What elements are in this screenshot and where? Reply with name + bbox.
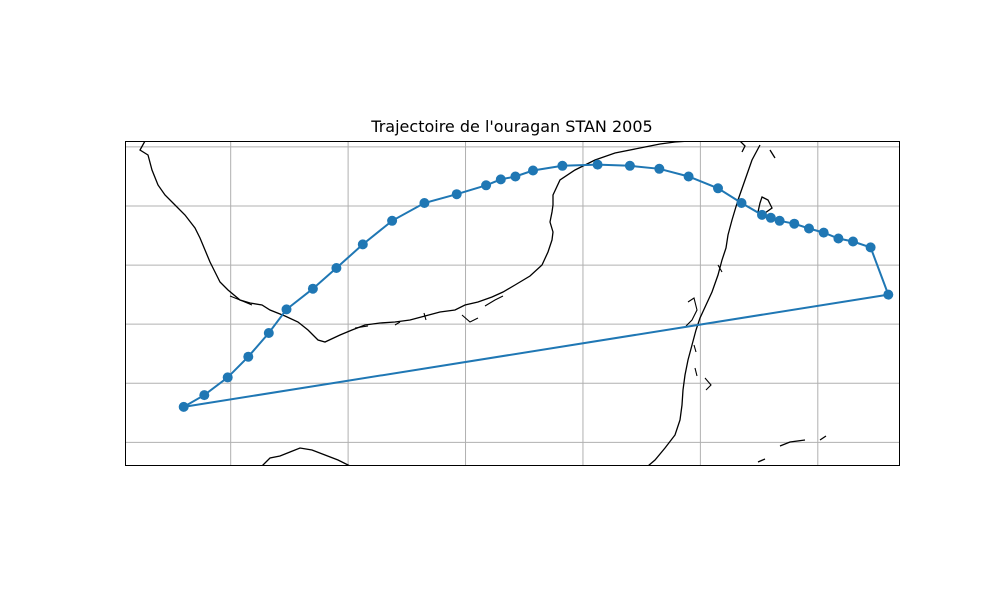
track-line [183,293,889,408]
coastline-cayes [685,264,723,391]
coastline-islands-bay [229,295,504,329]
track-point [178,401,189,412]
track-point [222,372,233,383]
track-point [592,159,603,170]
track-point [243,351,254,362]
plot-area [125,141,900,466]
track-point [833,233,844,244]
track-point [281,304,292,315]
track-point [331,263,342,273]
track-point [804,223,814,234]
map-frame [125,141,900,466]
coastline-yucatan-east [647,144,761,466]
track-point [848,236,858,247]
hurricane-track [178,159,894,412]
track-point [789,218,800,229]
track-point [307,283,318,294]
track-point [683,171,694,182]
track-point [865,242,876,253]
track-point [387,215,398,226]
track-point [357,239,368,250]
coastline-northeast [739,141,776,159]
coastline-honduras [757,435,827,463]
track-line [183,163,890,408]
track-point [883,289,894,300]
track-point [510,171,521,182]
coastline-pacific [261,447,351,466]
track-point [419,198,430,208]
track-point [654,163,665,174]
track-point [765,212,776,223]
track-point [451,189,462,200]
track-point [481,180,492,191]
coastlines [139,141,827,466]
track-point [736,198,747,208]
track-point [528,165,538,176]
track-point [757,209,767,220]
track-point [263,328,274,338]
gridlines [125,141,900,466]
map-title: Trajectoire de l'ouragan STAN 2005 [370,117,652,136]
track-point [624,160,635,171]
track-point [774,215,785,226]
coastline-gulf [139,141,691,343]
track-point [557,160,568,171]
track-point [713,183,723,194]
track-point [199,390,210,401]
track-point [818,227,829,238]
track-point [495,174,506,185]
